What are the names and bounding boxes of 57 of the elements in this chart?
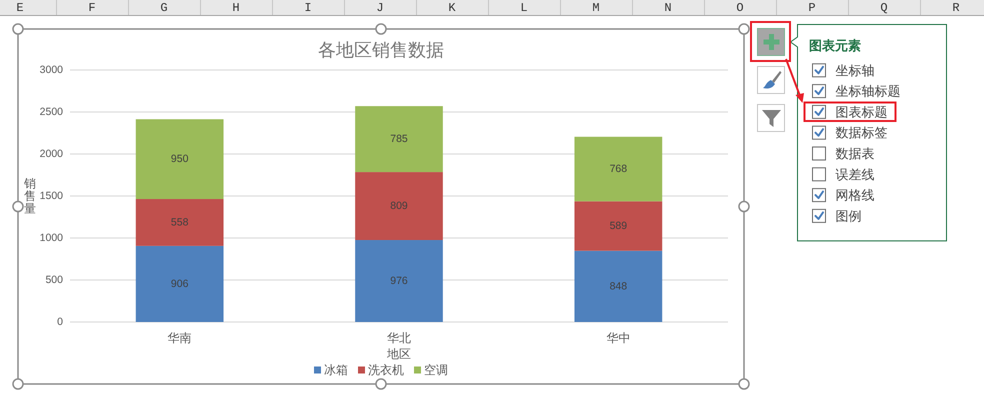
x-tick-label: 华中	[606, 331, 630, 345]
text: Q	[880, 1, 888, 15]
text: E	[16, 1, 24, 15]
text: K	[448, 1, 456, 15]
text: 数据表	[836, 146, 874, 161]
bar	[136, 199, 224, 246]
y-tick-label: 1500	[40, 190, 64, 202]
data-label: 809	[390, 200, 408, 212]
legend-label: 空调	[424, 363, 448, 377]
text: 坐标轴	[836, 62, 874, 78]
data-label: 976	[390, 275, 408, 288]
text: 误差线	[836, 166, 874, 182]
data-label: 785	[390, 133, 408, 146]
text: O	[736, 1, 744, 15]
text: 网格线	[836, 188, 874, 203]
bar	[574, 250, 662, 322]
y-tick-label: 2000	[40, 148, 64, 160]
y-tick-label: 500	[45, 274, 64, 286]
data-label: 906	[170, 278, 189, 290]
text: 数据标签	[836, 125, 888, 140]
y-tick-label: 2500	[40, 106, 64, 118]
bar	[574, 136, 662, 202]
x-tick-label: 华南	[168, 331, 192, 345]
text: I	[304, 1, 312, 15]
text: N	[664, 1, 672, 15]
chart-title: 各地区销售数据	[318, 40, 444, 60]
x-axis-title: 地区	[386, 347, 411, 361]
data-label: 768	[610, 163, 628, 176]
text: R	[952, 1, 960, 15]
text: P	[808, 1, 816, 15]
y-tick-label: 1000	[40, 232, 64, 244]
data-label: 950	[170, 153, 189, 166]
legend-label: 冰箱	[324, 363, 348, 377]
y-axis-title: 销售量	[23, 176, 36, 216]
text: G	[160, 1, 168, 15]
text: J	[376, 1, 384, 15]
bar	[136, 119, 224, 200]
data-label: 558	[170, 216, 189, 228]
bar	[355, 240, 443, 322]
text: M	[592, 1, 600, 15]
y-tick-label: 3000	[40, 64, 64, 76]
x-tick-label: 华北	[387, 331, 411, 345]
data-label: 589	[610, 220, 628, 232]
text: 图例	[836, 208, 862, 224]
bar	[355, 106, 443, 172]
text: 图表标题	[836, 104, 888, 120]
text: 图表元素	[809, 38, 861, 52]
y-tick-label: 0	[57, 316, 64, 328]
bar	[574, 201, 662, 251]
text: H	[232, 1, 240, 15]
text: L	[520, 1, 528, 15]
text: F	[88, 1, 96, 15]
data-label: 848	[610, 280, 628, 292]
text: 坐标轴标题	[836, 84, 900, 99]
legend-label: 洗衣机	[368, 363, 404, 377]
bar	[355, 172, 443, 240]
bar	[136, 246, 224, 322]
